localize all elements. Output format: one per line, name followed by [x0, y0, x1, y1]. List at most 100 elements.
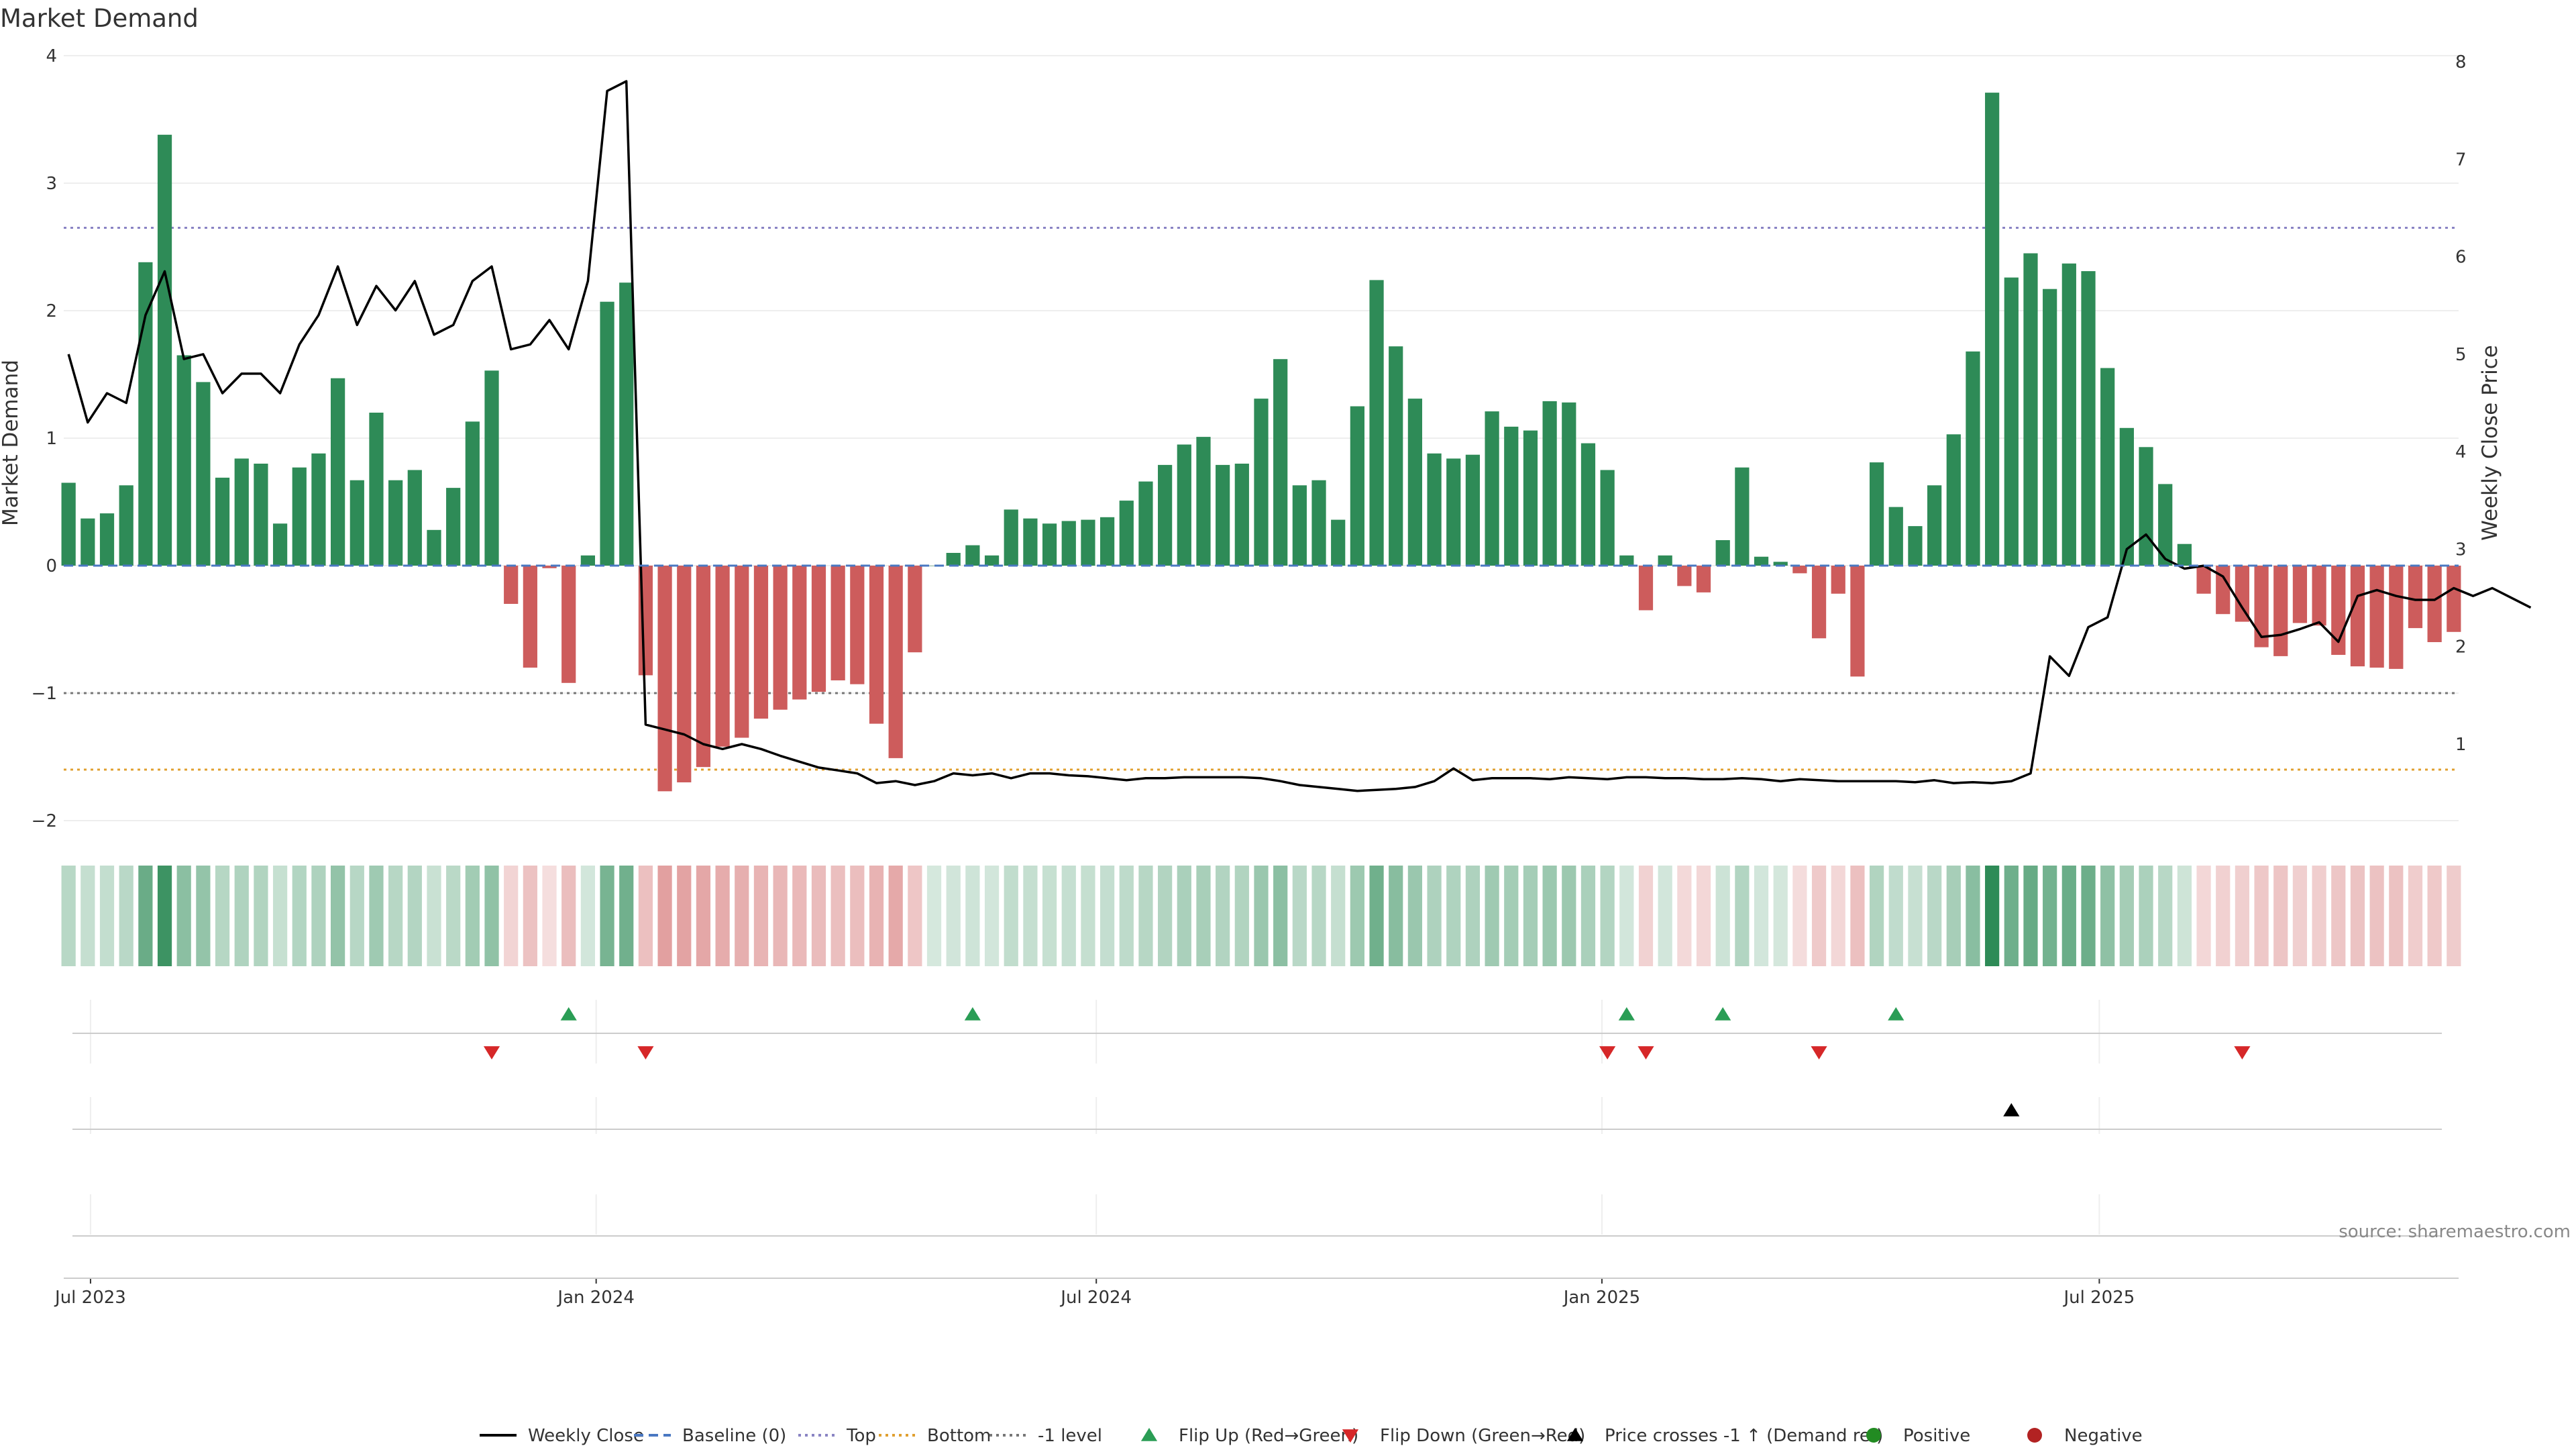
- demand-bar: [1465, 454, 1481, 566]
- heat-cell: [1908, 866, 1923, 966]
- heat-cell: [2061, 866, 2076, 966]
- flip-down-marker: [483, 1046, 500, 1059]
- demand-bar: [1735, 467, 1750, 566]
- demand-bar: [869, 566, 884, 724]
- demand-bar: [1773, 562, 1788, 566]
- y-tick-label: 2: [46, 301, 57, 321]
- demand-bar: [1504, 426, 1519, 566]
- heat-cell: [1254, 866, 1269, 966]
- demand-bar: [2216, 566, 2231, 615]
- demand-bar: [311, 453, 326, 566]
- heat-cell: [1292, 866, 1307, 966]
- demand-bar: [1254, 399, 1269, 566]
- heat-cell: [908, 866, 922, 966]
- heat-cell: [446, 866, 461, 966]
- demand-bar: [2273, 566, 2288, 656]
- demand-bar: [2350, 566, 2365, 667]
- heat-cell: [965, 866, 980, 966]
- heat-cell: [561, 866, 576, 966]
- heat-cell: [1985, 866, 2000, 966]
- heat-cell: [2023, 866, 2038, 966]
- demand-bar: [1677, 566, 1692, 586]
- demand-bar: [1754, 556, 1769, 566]
- heat-cell: [215, 866, 230, 966]
- heat-cell: [888, 866, 903, 966]
- demand-bar: [2408, 566, 2423, 629]
- heat-cell: [2292, 866, 2308, 966]
- demand-bar: [1869, 462, 1884, 566]
- demand-bar: [2447, 566, 2461, 632]
- demand-bar: [2196, 566, 2211, 594]
- heat-cell: [638, 866, 653, 966]
- demand-bar: [1004, 509, 1018, 566]
- demand-bar: [1638, 566, 1654, 611]
- demand-bar: [407, 470, 422, 566]
- heat-cell: [1119, 866, 1134, 966]
- heat-cell: [1177, 866, 1191, 966]
- demand-bar: [1792, 566, 1807, 574]
- heat-cell: [119, 866, 133, 966]
- demand-bar: [2427, 566, 2442, 642]
- legend-label: Top: [846, 1426, 876, 1446]
- demand-bar: [1099, 517, 1115, 566]
- heat-cell: [850, 866, 865, 966]
- demand-bar: [176, 355, 191, 566]
- demand-bar: [196, 382, 211, 566]
- demand-bar: [2004, 277, 2019, 566]
- heat-cell: [427, 866, 441, 966]
- heat-cell: [523, 866, 537, 966]
- heat-cell: [2427, 866, 2442, 966]
- heat-cell: [2235, 866, 2250, 966]
- legend-item: -1 level: [989, 1426, 1102, 1446]
- demand-bar: [215, 477, 230, 566]
- heat-cell: [1638, 866, 1654, 966]
- y-tick-label: 0: [46, 556, 57, 576]
- heat-cell: [1216, 866, 1230, 966]
- demand-bar: [1158, 464, 1173, 566]
- demand-bar: [773, 566, 788, 710]
- demand-bar: [1081, 519, 1095, 566]
- heat-cell: [946, 866, 961, 966]
- demand-bar: [1927, 485, 1942, 566]
- x-tick-label: Jul 2023: [54, 1288, 126, 1308]
- demand-bar: [2023, 253, 2038, 566]
- heat-cell: [157, 866, 172, 966]
- demand-bar: [657, 566, 672, 792]
- legend-swatch-triangle-up: [1140, 1428, 1158, 1441]
- demand-bar: [369, 413, 384, 566]
- demand-bar: [1715, 540, 1730, 566]
- demand-bar: [1562, 402, 1576, 566]
- demand-bar: [696, 566, 711, 768]
- heat-cell: [792, 866, 807, 966]
- heat-cell: [1580, 866, 1596, 966]
- x-tick-label: Jan 2024: [556, 1288, 635, 1308]
- heat-cell: [1446, 866, 1461, 966]
- demand-bar: [2158, 484, 2173, 566]
- demand-bar: [61, 482, 76, 566]
- heat-cell: [311, 866, 326, 966]
- heat-cell: [407, 866, 422, 966]
- y2-tick-label: 5: [2455, 345, 2467, 365]
- y-tick-label: −2: [32, 811, 57, 831]
- y-tick-label: 3: [46, 174, 57, 194]
- heat-cell: [869, 866, 884, 966]
- legend-swatch-circle: [2027, 1428, 2042, 1443]
- demand-bar: [388, 480, 403, 566]
- heat-cell: [926, 866, 942, 966]
- legend-label: Flip Up (Red→Green): [1179, 1426, 1358, 1446]
- demand-bar: [1042, 523, 1057, 566]
- demand-bar: [1311, 480, 1326, 566]
- heat-cell: [1619, 866, 1634, 966]
- flip-down-marker: [1599, 1046, 1616, 1059]
- heat-cell: [2254, 866, 2269, 966]
- heat-cell: [1735, 866, 1750, 966]
- demand-bar: [1811, 566, 1827, 639]
- heat-cell: [1927, 866, 1942, 966]
- demand-bar: [331, 378, 345, 566]
- demand-bar: [1985, 93, 2000, 566]
- flip-down-marker: [1638, 1046, 1654, 1059]
- heat-cell: [1677, 866, 1692, 966]
- heat-cell: [696, 866, 711, 966]
- demand-bar: [80, 518, 95, 566]
